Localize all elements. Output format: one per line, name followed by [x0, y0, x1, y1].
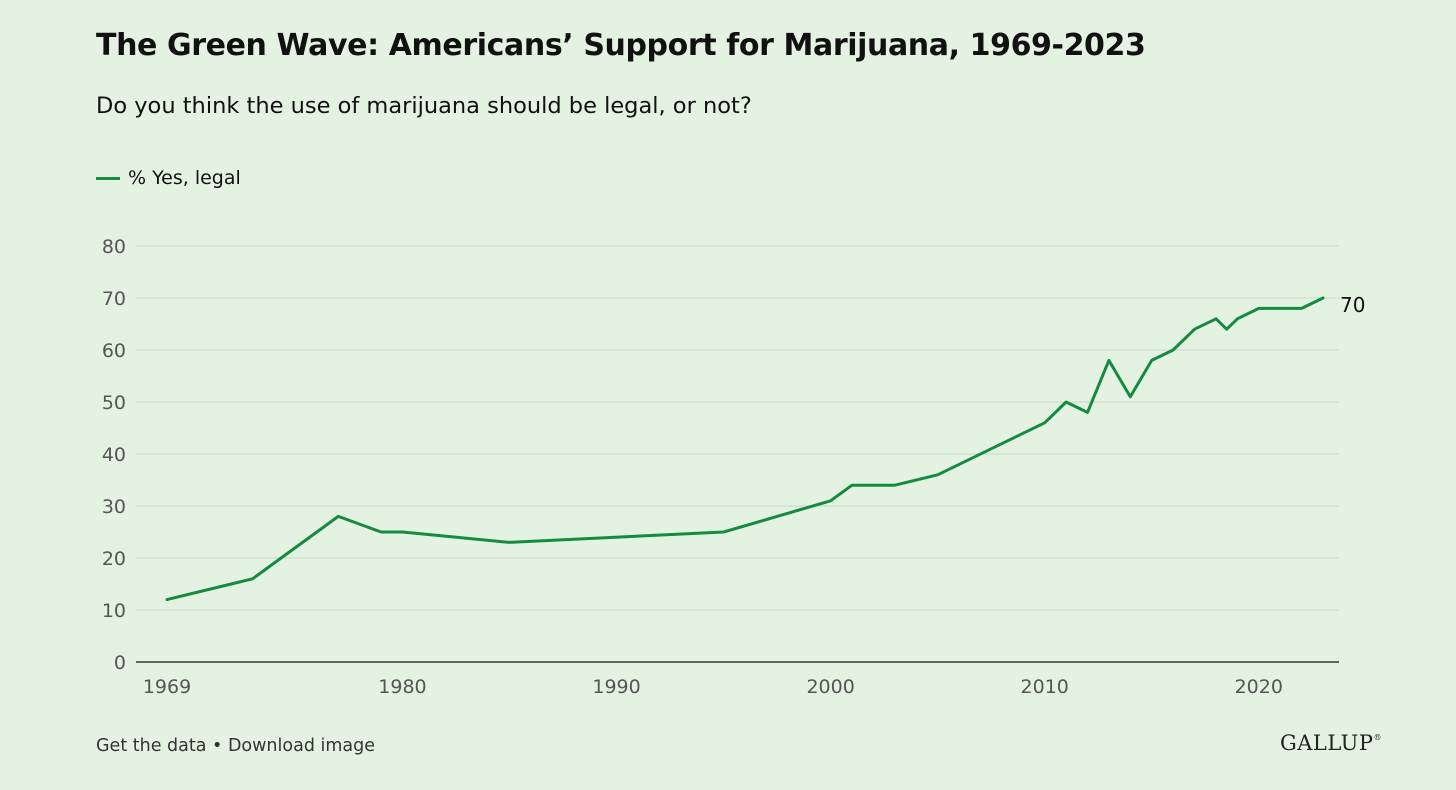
- y-tick-label: 70: [102, 288, 126, 310]
- footer-separator: •: [212, 736, 223, 756]
- y-tick-label: 50: [102, 392, 126, 414]
- y-tick-label: 20: [102, 548, 126, 570]
- download-image-link[interactable]: Download image: [227, 736, 375, 756]
- x-tick-label: 1990: [592, 676, 640, 698]
- x-tick-label: 1969: [143, 676, 191, 698]
- y-tick-label: 80: [102, 236, 126, 258]
- logo-text: GALLUP: [1279, 731, 1374, 755]
- x-tick-label: 2020: [1235, 676, 1283, 698]
- chart-subtitle: Do you think the use of marijuana should…: [96, 93, 752, 119]
- y-tick-label: 10: [102, 600, 126, 622]
- x-tick-label: 2000: [806, 676, 854, 698]
- y-tick-label: 30: [102, 496, 126, 518]
- series-line-yes-legal: [165, 296, 1325, 602]
- legend-label: % Yes, legal: [128, 167, 241, 189]
- get-data-link[interactable]: Get the data: [96, 736, 207, 756]
- gallup-logo: GALLUP®: [1280, 731, 1382, 755]
- legend-swatch: [96, 176, 120, 180]
- y-tick-label: 40: [102, 444, 126, 466]
- footer-links: Get the data • Download image: [96, 736, 375, 756]
- x-tick-label: 1980: [378, 676, 426, 698]
- registered-mark: ®: [1373, 733, 1382, 742]
- y-tick-label: 60: [102, 340, 126, 362]
- chart-title: The Green Wave: Americans’ Support for M…: [96, 28, 1146, 63]
- legend: % Yes, legal: [96, 167, 241, 189]
- y-tick-label: 0: [114, 652, 126, 674]
- end-value-label: 70: [1340, 293, 1365, 317]
- x-tick-label: 2010: [1021, 676, 1069, 698]
